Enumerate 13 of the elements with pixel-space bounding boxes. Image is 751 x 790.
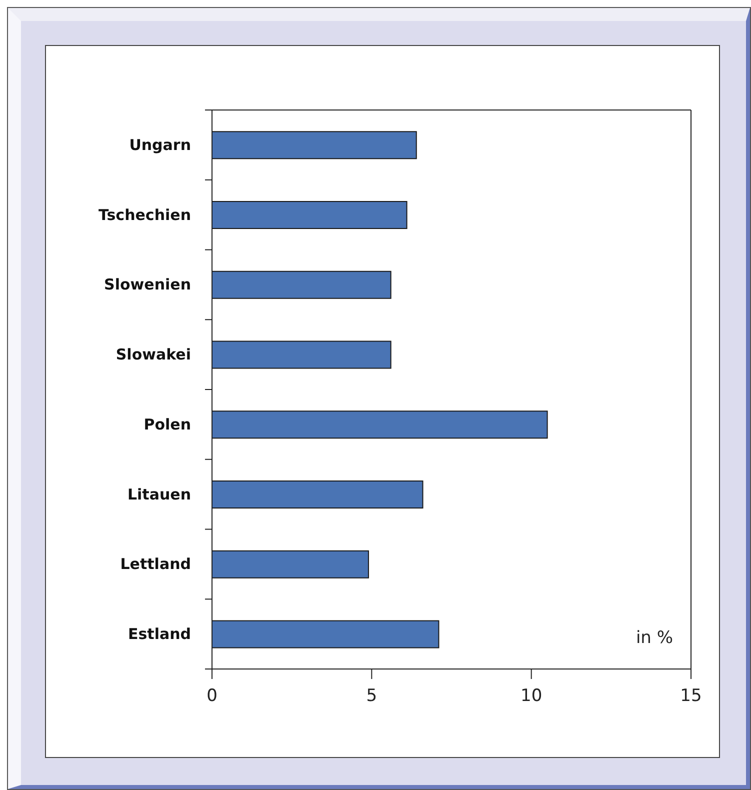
x-tick-label: 5: [366, 686, 378, 706]
y-tick-label: Lettland: [120, 555, 191, 574]
y-tick-label: Litauen: [127, 485, 191, 504]
y-tick-label: Polen: [144, 415, 191, 434]
x-tick-label: 10: [520, 686, 542, 706]
x-tick-label: 15: [680, 686, 702, 706]
y-tick-label: Tschechien: [98, 206, 191, 224]
y-tick-label: Estland: [128, 625, 191, 644]
y-tick-label: Ungarn: [129, 136, 191, 154]
annotation: in %: [636, 628, 673, 648]
y-tick-label: Slowakei: [116, 346, 191, 364]
x-tick-label: 0: [206, 686, 218, 706]
y-tick-label: Slowenien: [104, 276, 191, 294]
